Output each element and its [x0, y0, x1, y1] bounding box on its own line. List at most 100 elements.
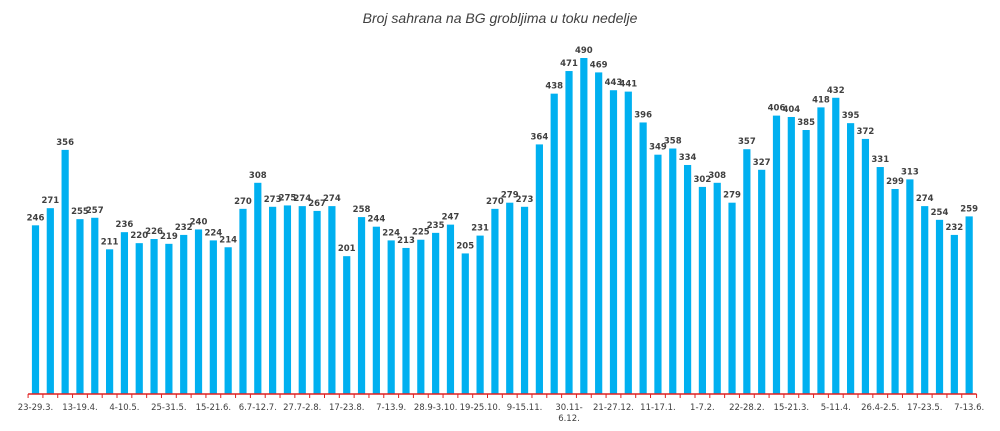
bar-value-label: 331 [871, 155, 889, 165]
bar-value-label: 270 [234, 197, 252, 207]
x-tick-label: 21-27.12. [593, 403, 634, 413]
bar [491, 208, 499, 394]
x-tick-label: 23-29.3. [18, 403, 54, 413]
bar [120, 232, 129, 394]
bar-value-label: 469 [590, 60, 608, 70]
bar-value-label: 406 [768, 104, 786, 114]
bar-value-label: 211 [101, 237, 119, 247]
bar-value-label: 275 [279, 193, 297, 203]
bar [609, 90, 618, 394]
bar-value-label: 438 [545, 82, 563, 92]
bar [698, 186, 706, 394]
bar [239, 208, 247, 394]
x-tick-label: 7-13.6. [954, 403, 984, 413]
bar-value-label: 244 [367, 215, 385, 225]
bar [624, 91, 632, 395]
bar-value-label: 396 [634, 110, 652, 120]
bar-value-label: 220 [130, 231, 148, 241]
bar-value-label: 385 [797, 118, 815, 128]
bar [165, 243, 173, 394]
bar-value-label: 247 [442, 213, 460, 223]
bar [743, 149, 751, 394]
x-tick-label: 6.7-12.7. [239, 403, 277, 413]
bar [106, 249, 114, 394]
bar [76, 219, 84, 394]
bar-value-label: 313 [901, 167, 919, 177]
x-tick-label: 22-28.2. [729, 403, 765, 413]
bar-value-label: 357 [738, 137, 756, 147]
x-tick-label: 17-23.8. [329, 403, 365, 413]
bar-value-label: 490 [575, 46, 593, 56]
bar [31, 225, 40, 394]
bar [935, 219, 944, 394]
bar-value-label: 274 [293, 194, 311, 204]
bar [313, 210, 321, 394]
bar [772, 115, 781, 395]
bar-value-label: 302 [694, 175, 712, 185]
bar [446, 224, 455, 394]
x-tick-label: 1-7.2. [690, 403, 715, 413]
x-tick-label: 25-31.5. [151, 403, 187, 413]
bar-value-label: 257 [86, 206, 104, 216]
bar [580, 58, 588, 394]
bar [847, 123, 855, 395]
bar-value-label: 232 [175, 223, 193, 233]
bar-value-label: 441 [619, 80, 637, 90]
bar [832, 97, 840, 394]
bar-value-label: 255 [71, 207, 89, 217]
x-tick-label: 7-13.9. [376, 403, 406, 413]
bar [817, 107, 825, 394]
bar-value-label: 224 [382, 228, 400, 238]
bar [639, 122, 647, 395]
x-tick-label: 27.7-2.8. [283, 403, 321, 413]
bar-value-label: 259 [960, 204, 978, 214]
bar [758, 169, 766, 394]
bar [254, 182, 262, 394]
x-tick-label: 19-25.10. [460, 403, 501, 413]
bar-value-label: 395 [842, 111, 860, 121]
bar [135, 243, 143, 394]
bar-value-label: 443 [605, 78, 623, 88]
bar-value-label: 299 [886, 177, 904, 187]
bar [906, 179, 914, 394]
bar [965, 216, 973, 394]
bar [269, 206, 277, 394]
bar-value-label: 219 [160, 232, 178, 242]
bar-value-label: 246 [27, 213, 45, 223]
bar [150, 239, 158, 394]
bar-value-label: 279 [501, 191, 519, 201]
bar-value-label: 279 [723, 191, 741, 201]
bar-value-label: 358 [664, 137, 682, 147]
bar-value-label: 225 [412, 228, 430, 238]
bar [46, 208, 54, 394]
bar-value-label: 267 [308, 199, 326, 209]
bar [550, 93, 558, 394]
bar-value-label: 372 [857, 127, 875, 137]
x-tick-label: 17-23.5. [907, 403, 943, 413]
bar-value-label: 327 [753, 158, 771, 168]
x-tick-label: 30.11- [555, 403, 582, 413]
bar [476, 235, 484, 394]
x-tick-label: 11-17.1. [640, 403, 676, 413]
bar [506, 202, 514, 394]
bar-value-label: 364 [531, 132, 549, 142]
bar-value-label: 270 [486, 197, 504, 207]
bar-value-label: 201 [338, 244, 356, 254]
bar [683, 164, 692, 394]
bar [950, 234, 958, 394]
bar-value-label: 432 [827, 86, 845, 96]
bar [224, 247, 232, 394]
bar-value-label: 356 [56, 138, 74, 148]
bar [535, 144, 543, 394]
bar-value-label: 349 [649, 143, 667, 153]
bar-value-label: 226 [145, 227, 163, 237]
bar-value-label: 205 [456, 241, 474, 251]
bar [861, 138, 870, 394]
bar-value-label: 418 [812, 95, 830, 105]
bar [565, 71, 573, 394]
chart-title: Broj sahrana na BG grobljima u toku nede… [362, 10, 638, 26]
bar [713, 182, 721, 394]
bar-value-label: 240 [190, 217, 208, 227]
x-tick-label: 15-21.6. [196, 403, 232, 413]
bar [298, 206, 306, 394]
